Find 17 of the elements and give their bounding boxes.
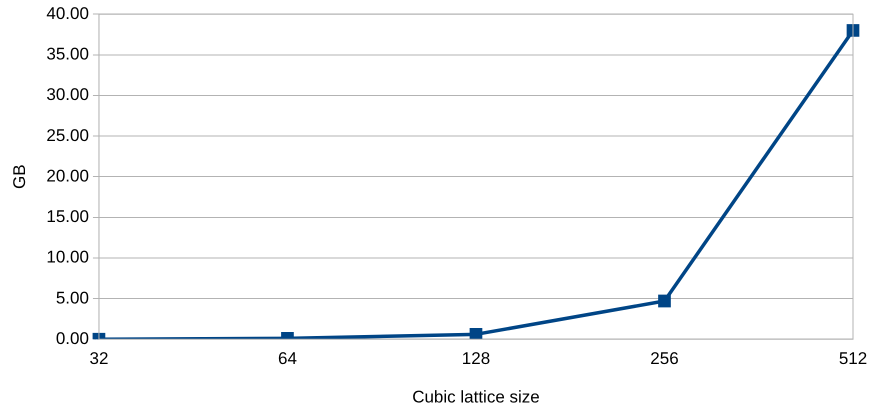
- x-axis-title: Cubic lattice size: [412, 387, 540, 406]
- y-tick-label: 10.00: [46, 248, 89, 267]
- x-tick-label: 64: [278, 349, 297, 368]
- y-tick-label: 25.00: [46, 126, 89, 145]
- x-tick-label: 512: [838, 349, 868, 368]
- x-tick-label: 256: [650, 349, 679, 368]
- y-tick-label: 30.00: [46, 85, 89, 104]
- y-tick-label: 20.00: [46, 166, 89, 186]
- y-tick-label: 15.00: [46, 207, 89, 226]
- y-tick-label: 40.00: [46, 4, 89, 23]
- y-tick-label: 35.00: [46, 44, 89, 64]
- x-tick-label: 128: [462, 349, 490, 368]
- y-tick-label: 5.00: [56, 288, 89, 308]
- point: [846, 24, 860, 37]
- y-axis-title: GB: [10, 164, 29, 189]
- x-tick-label: 32: [89, 349, 108, 368]
- y-tick-label: 0.00: [56, 328, 89, 348]
